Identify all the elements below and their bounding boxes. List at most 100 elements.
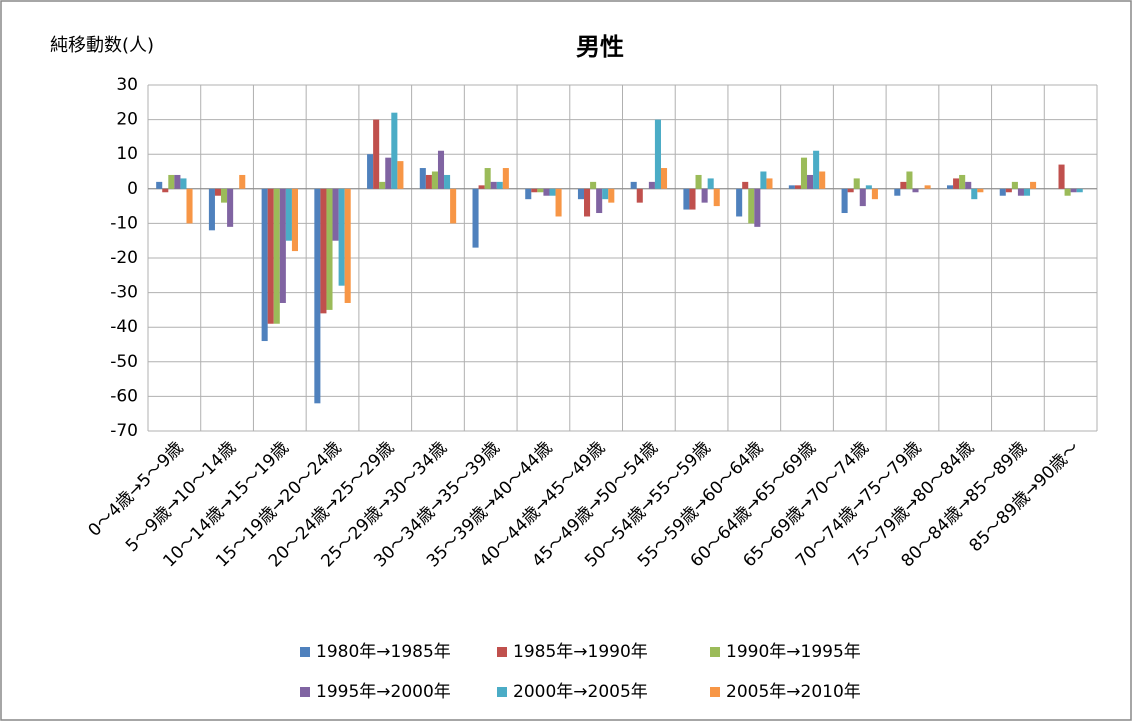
bar (472, 188, 479, 248)
bar (279, 188, 286, 303)
y-axis-label: 純移動数(人) (50, 35, 154, 56)
bar (847, 188, 854, 193)
bar (537, 188, 544, 193)
bar (596, 188, 603, 214)
bar (338, 188, 345, 286)
bar (221, 188, 228, 203)
bar (425, 174, 432, 189)
bar (332, 188, 339, 241)
bar (924, 185, 931, 189)
bar (630, 181, 637, 189)
legend-label: 1980年→1985年 (316, 642, 451, 662)
legend-swatch (710, 647, 720, 657)
bar (1058, 164, 1065, 189)
bar (707, 178, 714, 189)
bar (531, 188, 538, 193)
y-tick-label: 20 (116, 110, 138, 130)
bar (977, 188, 984, 193)
bar (326, 188, 333, 310)
y-tick-label: -40 (110, 317, 138, 337)
bar (450, 188, 457, 224)
bar (648, 181, 655, 189)
chart-title: 男性 (576, 33, 624, 61)
bar (320, 188, 327, 314)
bar (239, 174, 246, 189)
bar (419, 168, 426, 189)
bar (549, 188, 556, 196)
bar (760, 171, 767, 189)
y-tick-label: -70 (110, 421, 138, 441)
bar (800, 157, 808, 189)
bar (1076, 188, 1083, 193)
bar (713, 188, 720, 207)
legend-label: 2005年→2010年 (726, 682, 861, 702)
legend-swatch (300, 687, 310, 697)
bar (373, 119, 380, 189)
bar (602, 188, 609, 200)
legend-swatch (300, 647, 310, 657)
bar (391, 112, 398, 189)
bar (853, 178, 860, 189)
bar (841, 188, 848, 214)
bar (971, 188, 978, 200)
bar (437, 150, 445, 189)
bar (748, 188, 755, 224)
y-tick-label: 30 (116, 75, 138, 95)
y-tick-label: -30 (110, 283, 138, 303)
bar (214, 188, 222, 196)
bar (912, 188, 919, 193)
bar (894, 188, 901, 196)
bar (261, 188, 268, 342)
bar (1023, 188, 1031, 196)
bar (636, 188, 643, 203)
bar (788, 185, 795, 189)
bar (379, 181, 386, 189)
bar (947, 185, 954, 189)
bar (227, 188, 234, 227)
bar (543, 188, 550, 196)
bar (431, 171, 438, 189)
bar (168, 174, 175, 189)
bar (367, 154, 374, 189)
bar (1017, 188, 1024, 196)
bar (478, 185, 485, 189)
y-tick-label: 0 (127, 179, 138, 199)
legend-label: 2000年→2005年 (513, 682, 648, 702)
legend-label: 1985年→1990年 (513, 642, 648, 662)
bar (1070, 188, 1077, 193)
bar (180, 178, 187, 189)
bar (683, 188, 690, 210)
bar (871, 188, 878, 200)
legend-label: 1990年→1995年 (726, 642, 861, 662)
y-tick-label: -20 (110, 248, 138, 268)
bar (267, 188, 274, 324)
bar (813, 150, 820, 189)
bar (754, 188, 761, 227)
bar (965, 181, 972, 189)
bar (502, 168, 509, 189)
bar (695, 174, 702, 189)
y-tick-label: 10 (116, 144, 138, 164)
bar (953, 178, 960, 189)
bar (291, 188, 298, 252)
bar (273, 188, 280, 324)
bar (577, 188, 585, 200)
bar (174, 174, 181, 189)
bar (819, 171, 826, 189)
y-tick-label: -60 (110, 386, 138, 406)
bar (959, 174, 966, 189)
bar (285, 188, 292, 241)
bar (701, 188, 708, 203)
bar (766, 178, 773, 189)
bar (490, 181, 497, 189)
bar (496, 181, 503, 189)
bar (590, 181, 597, 189)
bar (1064, 188, 1071, 196)
bar (484, 168, 491, 189)
bar (385, 157, 392, 189)
bar (584, 188, 591, 217)
legend-swatch (497, 687, 507, 697)
bar (186, 188, 193, 224)
